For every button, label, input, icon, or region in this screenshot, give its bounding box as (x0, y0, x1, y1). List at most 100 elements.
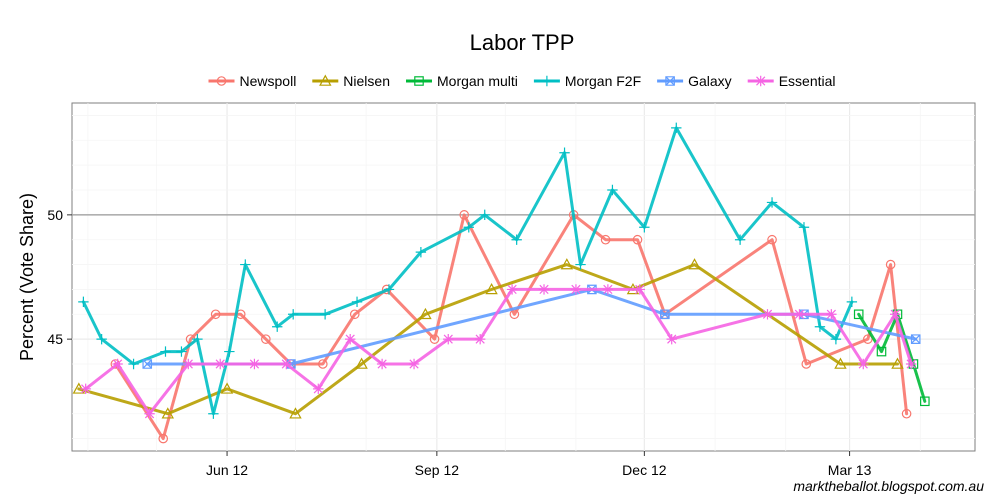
data-point-morgan-f2f (96, 333, 107, 345)
data-point-essential (474, 333, 486, 345)
data-point-morgan-f2f (351, 296, 363, 308)
data-point-nielsen (688, 258, 701, 270)
x-axis: Jun 12 Sep 12 Dec 12 Mar 13 (206, 451, 872, 478)
data-point-newspoll (600, 234, 611, 245)
data-point-morgan-multi (853, 309, 864, 320)
data-point-essential (80, 383, 91, 395)
chart-title: Labor TPP (470, 30, 575, 55)
data-point-essential (858, 358, 869, 370)
series-essential (80, 284, 917, 419)
series-group (72, 122, 930, 444)
data-point-essential (506, 284, 518, 295)
plot-panel (71, 102, 976, 452)
legend-label: Nielsen (343, 73, 390, 89)
data-point-essential (144, 408, 155, 419)
data-point-morgan-f2f (240, 259, 251, 270)
data-point-morgan-f2f (176, 346, 187, 357)
data-point-essential (602, 284, 614, 295)
x-tick-label: Dec 12 (622, 462, 667, 478)
data-point-morgan-f2f (814, 321, 826, 332)
data-point-newspoll (801, 359, 812, 369)
data-point-newspoll (158, 433, 169, 444)
legend-label: Morgan multi (437, 73, 518, 89)
data-point-galaxy (660, 309, 670, 320)
data-point-essential (794, 309, 805, 320)
legend-item-essential: Essential (747, 73, 836, 89)
legend-key-marker (665, 76, 675, 86)
data-point-morgan-f2f (734, 234, 746, 245)
data-point-essential (249, 358, 260, 370)
data-point-morgan-f2f (479, 209, 490, 221)
data-point-essential (215, 358, 226, 370)
data-point-morgan-multi (876, 346, 887, 357)
data-point-essential (634, 284, 645, 295)
data-point-morgan-multi (920, 396, 930, 407)
data-point-morgan-f2f (575, 259, 586, 270)
data-point-essential (443, 333, 454, 345)
legend-key-marker (319, 74, 332, 86)
legend-key-marker (541, 75, 553, 87)
data-point-essential (376, 358, 388, 370)
y-axis: 45 50 (47, 207, 72, 347)
legend-key-marker (414, 76, 424, 86)
data-point-essential (408, 358, 420, 370)
data-point-morgan-f2f (607, 184, 618, 196)
data-point-nielsen (834, 357, 847, 369)
data-point-morgan-f2f (128, 358, 139, 370)
data-point-morgan-f2f (319, 309, 331, 320)
data-point-newspoll (318, 359, 328, 369)
data-point-morgan-f2f (383, 284, 395, 295)
data-point-morgan-f2f (830, 333, 842, 345)
data-point-essential (826, 309, 837, 320)
data-point-morgan-f2f (192, 333, 203, 345)
data-point-newspoll (261, 334, 271, 344)
x-tick-label: Jun 12 (206, 462, 248, 478)
data-point-nielsen (485, 282, 498, 295)
series-line-newspoll (113, 213, 909, 441)
data-point-newspoll (885, 259, 896, 270)
data-point-morgan-f2f (224, 346, 235, 357)
legend-item-galaxy: Galaxy (657, 73, 732, 89)
data-point-nielsen (161, 407, 174, 419)
legend-item-morgan-multi: Morgan multi (406, 73, 518, 89)
credit-text: marktheballot.blogspot.com.au (793, 478, 984, 494)
legend-item-morgan-f2f: Morgan F2F (533, 73, 641, 89)
data-point-essential (281, 358, 292, 370)
data-point-nielsen (891, 357, 904, 369)
data-point-nielsen (289, 407, 302, 419)
data-point-essential (313, 383, 324, 395)
data-point-essential (538, 284, 550, 295)
data-point-morgan-f2f (287, 309, 299, 320)
data-point-essential (183, 358, 194, 370)
y-tick-label: 50 (47, 207, 63, 223)
data-point-newspoll (767, 234, 777, 245)
data-point-essential (905, 358, 917, 370)
data-point-newspoll (459, 210, 470, 220)
legend-label: Newspoll (240, 73, 297, 89)
legend: Newspoll Nielsen Morgan multi Morgan F2F Gal… (208, 73, 836, 89)
data-point-morgan-f2f (160, 346, 171, 357)
data-point-nielsen (220, 382, 234, 394)
data-point-nielsen (419, 307, 432, 320)
data-point-morgan-f2f (415, 246, 427, 258)
legend-label: Galaxy (688, 73, 732, 89)
data-point-morgan-f2f (798, 222, 810, 233)
data-point-essential (344, 333, 356, 345)
data-point-morgan-f2f (208, 408, 219, 419)
data-point-morgan-f2f (671, 122, 682, 134)
y-tick-label: 45 (47, 331, 63, 347)
data-point-newspoll (429, 334, 440, 344)
data-point-galaxy (142, 359, 153, 369)
legend-key-marker (755, 75, 766, 87)
data-point-newspoll (863, 334, 873, 344)
y-axis-label: Percent (Vote Share) (17, 193, 37, 361)
data-point-morgan-f2f (846, 296, 858, 308)
data-point-newspoll (901, 408, 912, 419)
legend-label: Morgan F2F (565, 73, 641, 89)
data-point-nielsen (355, 357, 368, 369)
data-point-essential (666, 333, 677, 345)
legend-key-marker (216, 76, 227, 86)
data-point-morgan-f2f (766, 197, 778, 208)
data-point-morgan-f2f (559, 147, 570, 158)
